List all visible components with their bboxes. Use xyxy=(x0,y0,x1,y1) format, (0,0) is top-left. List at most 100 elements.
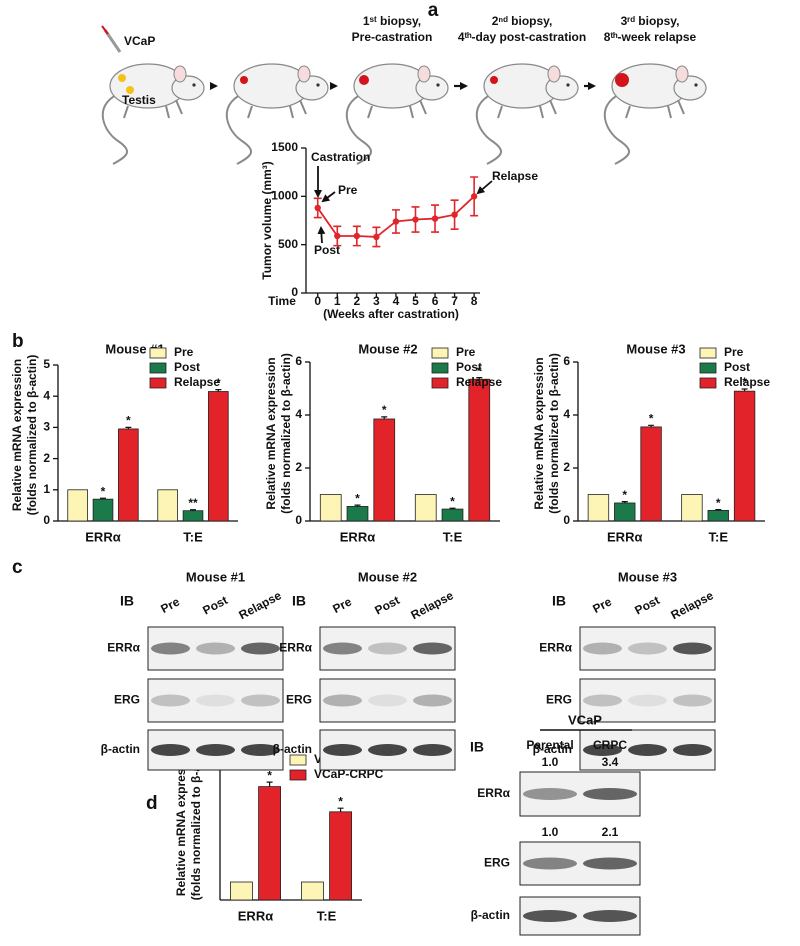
bar xyxy=(346,506,369,522)
blot-band xyxy=(523,857,577,870)
significance-label: * xyxy=(267,768,272,782)
mouse-legs xyxy=(625,99,685,119)
row-label: ERG xyxy=(286,693,312,707)
legend-swatch xyxy=(699,377,717,389)
testis-mark xyxy=(118,74,126,82)
chart-title: Mouse #3 xyxy=(626,341,685,356)
error-bar xyxy=(100,497,106,500)
mouse-eye xyxy=(566,83,570,87)
bar xyxy=(182,510,204,522)
blot-title: Mouse #3 xyxy=(618,569,677,584)
mouse-tail xyxy=(225,93,252,165)
blot-band xyxy=(151,642,190,655)
legend-swatch xyxy=(149,377,167,389)
bar xyxy=(92,498,114,522)
significance-label: * xyxy=(649,412,654,426)
blot-band xyxy=(583,788,637,800)
y-tick-label: 2 xyxy=(563,460,570,474)
blot-band xyxy=(368,642,407,655)
error-bar xyxy=(337,807,344,812)
row-label: ERG xyxy=(546,693,572,707)
blot-band xyxy=(413,694,452,707)
blot-title: Mouse #1 xyxy=(186,569,245,584)
y-axis-title: Relative mRNA expression xyxy=(264,357,278,509)
blot-band xyxy=(583,744,622,756)
y-tick-label: 3 xyxy=(43,420,50,434)
blot-header: VCaP xyxy=(568,712,602,727)
annotation: Relapse xyxy=(492,169,538,183)
x-tick-label: ERRα xyxy=(85,529,120,544)
bar xyxy=(118,428,139,522)
bar xyxy=(614,502,636,522)
y-tick-label: 4 xyxy=(563,407,570,421)
blot-band xyxy=(196,642,235,655)
y-axis-title: (folds normalized to β-actin) xyxy=(189,740,203,901)
ib-label: IB xyxy=(292,593,306,609)
x-tick-label: 5 xyxy=(412,294,419,308)
annotation: Castration xyxy=(311,150,370,164)
y-axis-title: Relative mRNA expression xyxy=(174,744,188,896)
significance-label: * xyxy=(338,794,343,808)
point xyxy=(314,204,321,212)
annotation: Pre xyxy=(338,183,358,197)
legend-label: Relapse xyxy=(174,375,220,389)
x-tick-label: 4 xyxy=(393,294,400,308)
y-tick-label: 1500 xyxy=(271,140,298,154)
row-label: ERG xyxy=(114,693,140,707)
cell-line-label: VCaP xyxy=(124,34,155,48)
mouse-tail xyxy=(101,93,128,165)
blot-band xyxy=(368,744,407,756)
significance-label: * xyxy=(716,496,721,510)
legend-label: Post xyxy=(456,360,482,374)
blot-band xyxy=(241,744,280,756)
legend-swatch xyxy=(149,362,167,374)
row-label: β-actin xyxy=(101,742,140,756)
bar xyxy=(587,494,610,522)
stage-label: 4ᵗʰ-day post-castration xyxy=(458,30,586,44)
point xyxy=(353,232,361,240)
mouse-ear xyxy=(297,65,311,83)
stage-label: Pre-castration xyxy=(352,30,433,44)
y-tick-label: 0 xyxy=(291,285,298,299)
y-axis-title: (folds normalized to β-actin) xyxy=(547,353,561,514)
y-axis-title: (folds normalized to β-actin) xyxy=(279,353,293,514)
row-label: β-actin xyxy=(533,742,572,756)
x-tick-label: ERRα xyxy=(238,908,273,923)
lane-label: Post xyxy=(632,593,662,618)
x-tick-label: 0 xyxy=(314,294,321,308)
significance-label: * xyxy=(126,414,131,428)
testis-mark xyxy=(126,86,134,94)
x-tick-label: 6 xyxy=(432,294,439,308)
lane-label: Relapse xyxy=(409,588,456,622)
quant-label: 2.1 xyxy=(602,825,619,839)
blot-band xyxy=(196,694,235,707)
legend-swatch xyxy=(431,377,449,389)
legend-label: Pre xyxy=(724,345,744,359)
bar xyxy=(468,378,491,522)
legend-swatch xyxy=(699,362,717,374)
y-axis-title: (folds normalized to β-actin) xyxy=(25,355,39,516)
mouse-ear xyxy=(173,65,187,83)
error-bar xyxy=(648,424,655,427)
y-tick-label: 5 xyxy=(43,357,50,371)
blot-band xyxy=(413,642,452,655)
error-bar xyxy=(215,389,222,392)
point xyxy=(431,215,439,222)
y-tick-label: 1 xyxy=(43,482,50,496)
lane-label: Post xyxy=(372,593,402,618)
blot-band xyxy=(323,744,362,756)
site-label: Testis xyxy=(122,93,156,107)
blot-band xyxy=(523,788,577,800)
ib-label: IB xyxy=(120,593,134,609)
lane-label: Relapse xyxy=(669,588,716,622)
blot-band xyxy=(583,694,622,707)
legend-label: Post xyxy=(174,360,200,374)
bar xyxy=(414,494,437,522)
mouse-legs xyxy=(367,99,427,119)
x-tick-label: ERRα xyxy=(340,529,375,544)
mouse-ear xyxy=(417,65,431,83)
significance-label: * xyxy=(450,494,455,508)
y-tick-label: 6 xyxy=(295,354,302,368)
bar xyxy=(733,390,756,522)
